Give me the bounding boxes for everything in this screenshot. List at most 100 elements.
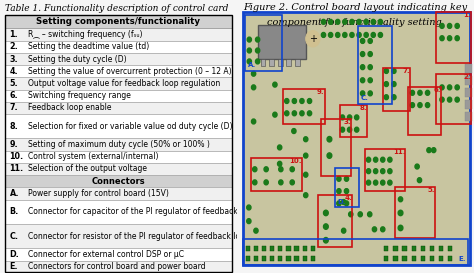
Text: E.: E. bbox=[9, 262, 18, 271]
Bar bbox=[246, 15, 282, 71]
Bar bbox=[286, 256, 291, 261]
Circle shape bbox=[366, 180, 371, 185]
Circle shape bbox=[455, 23, 459, 28]
Bar bbox=[336, 168, 359, 207]
Circle shape bbox=[277, 161, 282, 166]
Circle shape bbox=[350, 19, 354, 24]
Circle shape bbox=[374, 180, 378, 185]
Circle shape bbox=[254, 228, 258, 233]
Circle shape bbox=[344, 176, 348, 181]
Circle shape bbox=[425, 90, 429, 95]
Circle shape bbox=[392, 69, 396, 73]
Text: Connectors for control board and power board: Connectors for control board and power b… bbox=[28, 262, 206, 271]
Bar bbox=[465, 76, 472, 85]
Circle shape bbox=[360, 78, 365, 83]
Circle shape bbox=[440, 85, 444, 90]
Bar bbox=[254, 256, 258, 261]
Circle shape bbox=[307, 99, 311, 103]
Circle shape bbox=[355, 127, 359, 132]
Bar bbox=[402, 256, 407, 261]
Text: Control system (external/internal): Control system (external/internal) bbox=[28, 152, 159, 161]
Circle shape bbox=[418, 103, 422, 108]
Circle shape bbox=[374, 157, 378, 162]
Text: 1.: 1. bbox=[9, 30, 18, 39]
Circle shape bbox=[440, 23, 444, 28]
Circle shape bbox=[337, 189, 341, 194]
Bar bbox=[465, 88, 472, 97]
Circle shape bbox=[360, 91, 365, 96]
Circle shape bbox=[368, 52, 373, 57]
Text: C.: C. bbox=[9, 232, 18, 241]
Bar bbox=[321, 119, 351, 176]
Circle shape bbox=[253, 167, 257, 172]
Circle shape bbox=[447, 23, 452, 28]
Bar bbox=[262, 256, 266, 261]
Circle shape bbox=[321, 19, 326, 24]
Text: 2.: 2. bbox=[9, 42, 18, 51]
Bar bbox=[465, 100, 472, 109]
Bar bbox=[270, 246, 274, 251]
Text: 7.: 7. bbox=[402, 68, 410, 74]
Bar bbox=[402, 246, 407, 251]
Circle shape bbox=[246, 219, 251, 224]
Bar bbox=[246, 256, 250, 261]
Circle shape bbox=[371, 19, 375, 24]
Circle shape bbox=[251, 71, 256, 76]
Circle shape bbox=[344, 189, 348, 194]
Circle shape bbox=[306, 31, 320, 47]
Text: component for functionality setting.: component for functionality setting. bbox=[266, 18, 445, 27]
Text: Switching frequency range: Switching frequency range bbox=[28, 91, 131, 100]
Circle shape bbox=[455, 97, 459, 102]
Circle shape bbox=[388, 157, 392, 162]
Text: 11.: 11. bbox=[9, 165, 24, 173]
Circle shape bbox=[300, 99, 304, 103]
Bar bbox=[358, 26, 392, 104]
Circle shape bbox=[247, 48, 251, 53]
Circle shape bbox=[279, 167, 283, 172]
Bar bbox=[294, 246, 299, 251]
Circle shape bbox=[364, 32, 368, 37]
Bar bbox=[465, 112, 472, 121]
Text: 2.: 2. bbox=[464, 74, 471, 80]
Bar bbox=[262, 246, 266, 251]
Bar bbox=[5, 41, 232, 53]
Bar bbox=[394, 187, 435, 238]
Circle shape bbox=[431, 148, 436, 153]
Text: Connector for capacitor of the PI regulator of feedback loop: Connector for capacitor of the PI regula… bbox=[28, 207, 257, 216]
Circle shape bbox=[303, 137, 308, 142]
Circle shape bbox=[374, 169, 378, 174]
Bar bbox=[411, 256, 416, 261]
Bar bbox=[5, 28, 232, 41]
Bar bbox=[254, 246, 258, 251]
Circle shape bbox=[378, 32, 383, 37]
Circle shape bbox=[327, 153, 332, 158]
Circle shape bbox=[417, 178, 422, 183]
Bar bbox=[5, 77, 232, 90]
Bar bbox=[278, 59, 283, 66]
Circle shape bbox=[368, 91, 373, 96]
Bar bbox=[5, 114, 232, 138]
Text: 5.: 5. bbox=[428, 187, 435, 193]
Circle shape bbox=[321, 32, 326, 37]
Bar bbox=[5, 200, 232, 224]
Text: D.: D. bbox=[337, 199, 346, 205]
Text: Connectors: Connectors bbox=[91, 177, 146, 186]
Circle shape bbox=[277, 145, 282, 150]
Bar bbox=[5, 65, 232, 77]
Circle shape bbox=[360, 52, 365, 57]
Circle shape bbox=[378, 19, 383, 24]
Circle shape bbox=[303, 172, 308, 177]
Circle shape bbox=[344, 201, 348, 206]
Bar bbox=[283, 89, 325, 124]
Circle shape bbox=[340, 115, 345, 120]
Circle shape bbox=[327, 136, 332, 142]
Circle shape bbox=[381, 227, 385, 232]
Circle shape bbox=[307, 111, 311, 116]
Bar bbox=[5, 224, 232, 248]
Text: 10.: 10. bbox=[9, 152, 24, 161]
Text: Selection for fixed or variable value od duty cycle (D): Selection for fixed or variable value od… bbox=[28, 122, 233, 131]
Circle shape bbox=[336, 19, 340, 24]
Circle shape bbox=[251, 119, 256, 124]
Bar bbox=[465, 64, 472, 73]
Circle shape bbox=[371, 32, 375, 37]
